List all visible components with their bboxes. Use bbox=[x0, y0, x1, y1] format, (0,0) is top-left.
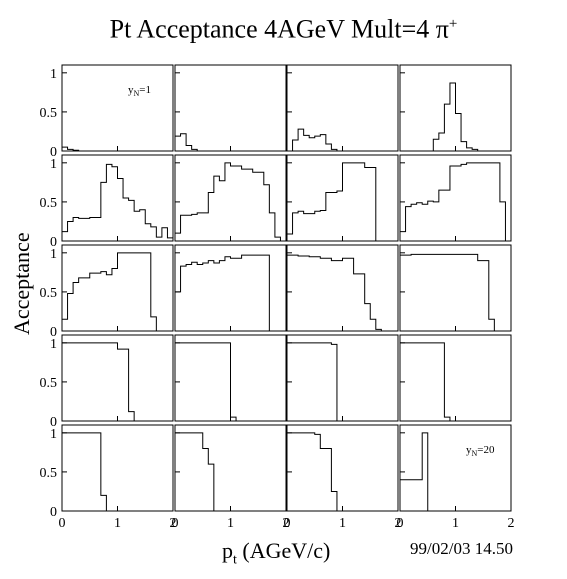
histogram-line bbox=[400, 162, 511, 242]
x-tick-label: 0 bbox=[284, 516, 291, 531]
histogram-line bbox=[287, 162, 398, 242]
y-tick-label: 0 bbox=[50, 145, 57, 160]
panel-frame bbox=[399, 334, 512, 422]
y-tick-label: 0.5 bbox=[40, 196, 58, 211]
y-tick-label: 0.5 bbox=[40, 376, 58, 391]
x-tick-label: 1 bbox=[114, 516, 121, 531]
x-axis-subscript: t bbox=[233, 552, 237, 568]
histogram-line bbox=[175, 432, 286, 512]
panel-frame bbox=[61, 64, 174, 152]
histogram-line bbox=[175, 254, 286, 332]
x-tick-label: 1 bbox=[339, 516, 346, 531]
x-axis-unit: (AGeV/c) bbox=[236, 538, 331, 563]
histogram-line bbox=[287, 432, 398, 512]
histogram-line bbox=[175, 133, 286, 152]
y-tick-label: 1 bbox=[50, 247, 57, 262]
histogram-line bbox=[62, 252, 173, 332]
y-tick-label: 1 bbox=[50, 157, 57, 172]
panel-frame bbox=[399, 424, 512, 512]
panel-frame bbox=[286, 424, 399, 512]
panel-label: yN=20 bbox=[466, 444, 495, 458]
histogram-line bbox=[62, 146, 173, 152]
y-tick-label: 0 bbox=[50, 415, 57, 430]
timestamp: 99/02/03 14.50 bbox=[410, 539, 513, 558]
histogram-line bbox=[287, 254, 398, 332]
histogram-line bbox=[62, 342, 173, 422]
x-tick-label: 2 bbox=[395, 516, 402, 531]
y-tick-label: 0.5 bbox=[40, 286, 58, 301]
histogram-line bbox=[287, 342, 398, 422]
panel-frame bbox=[286, 334, 399, 422]
panel-frame bbox=[399, 244, 512, 332]
histogram-line bbox=[287, 128, 398, 152]
x-axis-symbol: p bbox=[222, 538, 233, 563]
y-tick-label: 0 bbox=[50, 505, 57, 520]
x-tick-label: 0 bbox=[59, 516, 66, 531]
chart-title: Pt Acceptance 4AGeV Mult=4 π+ bbox=[0, 8, 567, 46]
y-tick-label: 0.5 bbox=[40, 466, 58, 481]
histogram-line bbox=[400, 432, 511, 512]
panel-label: yN=1 bbox=[128, 84, 151, 98]
x-tick-label: 0 bbox=[172, 516, 179, 531]
x-tick-label: 2 bbox=[170, 516, 177, 531]
histogram-line bbox=[400, 82, 511, 152]
x-tick-label: 0 bbox=[397, 516, 404, 531]
y-tick-label: 0.5 bbox=[40, 106, 58, 121]
histogram-line bbox=[400, 253, 511, 332]
histogram-line bbox=[175, 342, 286, 422]
y-tick-label: 0 bbox=[50, 325, 57, 340]
title-text: Pt Acceptance 4AGeV Mult=4 bbox=[109, 14, 436, 44]
y-axis-label: Acceptance bbox=[9, 232, 34, 335]
histogram-line bbox=[62, 432, 173, 512]
histogram-line bbox=[62, 163, 173, 239]
x-tick-label: 1 bbox=[227, 516, 234, 531]
panel-frame bbox=[399, 154, 512, 242]
y-tick-label: 0 bbox=[50, 235, 57, 250]
x-tick-label: 1 bbox=[452, 516, 459, 531]
x-tick-label: 2 bbox=[508, 516, 515, 531]
y-tick-label: 1 bbox=[50, 67, 57, 82]
panel-frame bbox=[174, 64, 287, 152]
y-tick-label: 1 bbox=[50, 337, 57, 352]
panel-frame bbox=[174, 424, 287, 512]
panel-frame bbox=[286, 64, 399, 152]
x-axis-label: pt (AGeV/c) bbox=[222, 538, 330, 568]
title-particle: π bbox=[435, 14, 449, 44]
panel-frame bbox=[61, 424, 174, 512]
histogram-line bbox=[400, 342, 511, 422]
x-tick-label: 2 bbox=[283, 516, 290, 531]
histogram-line bbox=[175, 162, 286, 242]
title-charge: + bbox=[448, 16, 458, 32]
y-tick-label: 1 bbox=[50, 427, 57, 442]
